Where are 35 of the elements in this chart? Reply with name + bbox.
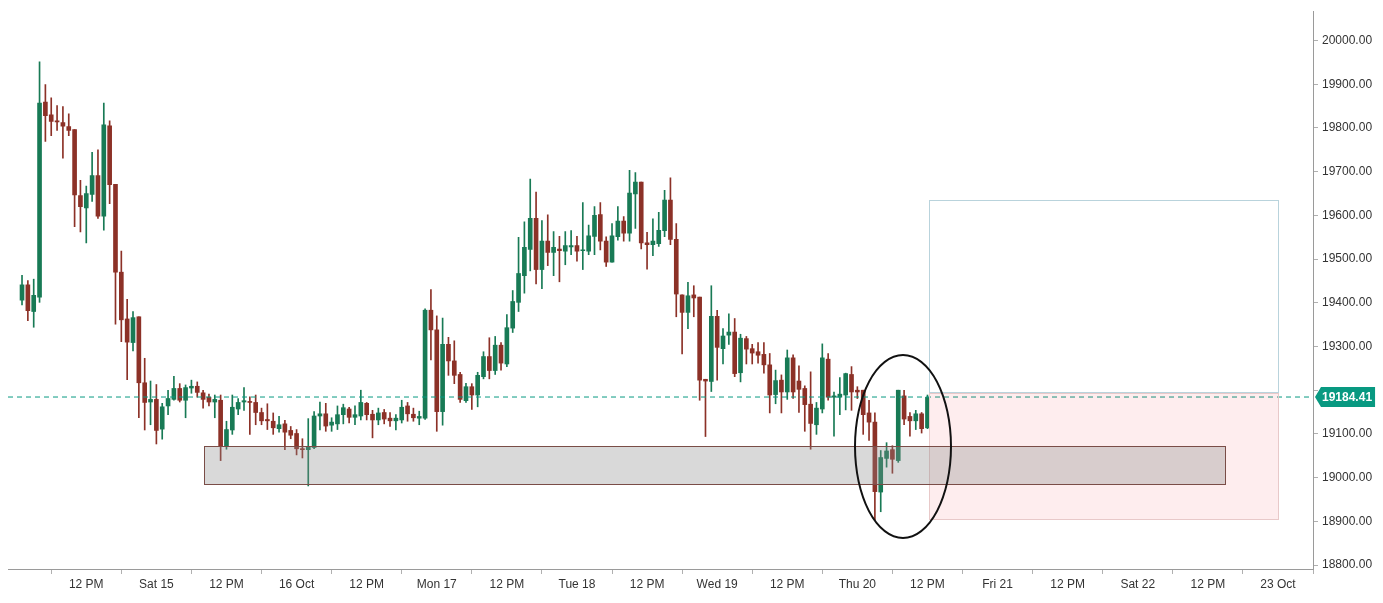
x-tick-label: 23 Oct [1260,576,1297,591]
x-tick-label: Thu 20 [838,576,877,591]
x-tick-label: 12 PM [1190,576,1226,591]
candlestick [545,214,551,266]
x-tick-label: Wed 19 [696,576,739,591]
x-tick-label: 16 Oct [278,576,315,591]
candlestick [317,401,323,431]
candlestick [212,394,218,419]
candlestick [574,236,580,262]
y-tick-label: 19500.00 [1322,251,1373,266]
x-tick-label: 12 PM [489,576,525,591]
x-tick-label: Mon 17 [416,576,458,591]
y-tick-label: 20000.00 [1322,32,1373,47]
x-tick-label: Tue 18 [558,576,596,591]
x-tick-label: 12 PM [629,576,665,591]
x-tick-label: 12 PM [1050,576,1085,591]
y-tick-label: 19700.00 [1322,163,1373,178]
y-tick-label: 18900.00 [1322,513,1373,528]
x-tick-label: 12 PM [349,576,385,591]
y-tick-label: 19000.00 [1322,469,1373,484]
x-tick-label: 12 PM [910,576,945,591]
x-tick-label: 12 PM [68,576,104,591]
y-tick-label: 19300.00 [1322,338,1373,353]
y-tick-label: 19900.00 [1322,76,1373,91]
x-tick-label: Sat 15 [139,576,175,591]
x-tick-label: Fri 21 [982,576,1014,591]
x-tick-label: 12 PM [209,576,244,591]
x-tick-label: Sat 22 [1120,576,1156,591]
y-tick-label: 19800.00 [1322,120,1373,135]
y-tick-label: 19100.00 [1322,426,1373,441]
y-tick-label: 19400.00 [1322,295,1373,310]
y-tick-label: 19600.00 [1322,207,1373,222]
x-tick-label: 12 PM [769,576,805,591]
y-tick-label: 18800.00 [1322,557,1373,572]
ref-line-label: 19184.41 [1322,390,1373,405]
